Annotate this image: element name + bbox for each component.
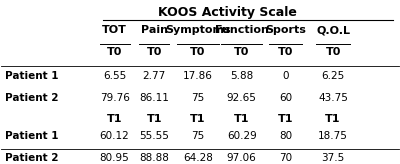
Text: 75: 75 [191, 93, 205, 103]
Text: 79.76: 79.76 [100, 93, 130, 103]
Text: T1: T1 [146, 114, 162, 124]
Text: 70: 70 [279, 153, 292, 163]
Text: Function: Function [215, 25, 269, 35]
Text: 6.55: 6.55 [103, 71, 126, 81]
Text: T0: T0 [147, 47, 162, 57]
Text: 97.06: 97.06 [227, 153, 256, 163]
Text: Sports: Sports [265, 25, 306, 35]
Text: 55.55: 55.55 [139, 132, 169, 142]
Text: 0: 0 [282, 71, 289, 81]
Text: 43.75: 43.75 [318, 93, 348, 103]
Text: Patient 2: Patient 2 [5, 93, 59, 103]
Text: 37.5: 37.5 [322, 153, 345, 163]
Text: 75: 75 [191, 132, 205, 142]
Text: T0: T0 [234, 47, 249, 57]
Text: 2.77: 2.77 [143, 71, 166, 81]
Text: T0: T0 [107, 47, 122, 57]
Text: 80.95: 80.95 [100, 153, 130, 163]
Text: Patient 1: Patient 1 [5, 132, 59, 142]
Text: TOT: TOT [102, 25, 127, 35]
Text: 64.28: 64.28 [183, 153, 213, 163]
Text: 18.75: 18.75 [318, 132, 348, 142]
Text: 17.86: 17.86 [183, 71, 213, 81]
Text: 92.65: 92.65 [227, 93, 257, 103]
Text: Q.O.L: Q.O.L [316, 25, 350, 35]
Text: T0: T0 [278, 47, 293, 57]
Text: T1: T1 [190, 114, 206, 124]
Text: T1: T1 [234, 114, 250, 124]
Text: 60.12: 60.12 [100, 132, 130, 142]
Text: 60: 60 [279, 93, 292, 103]
Text: 60.29: 60.29 [227, 132, 256, 142]
Text: 80: 80 [279, 132, 292, 142]
Text: Patient 1: Patient 1 [5, 71, 59, 81]
Text: T0: T0 [325, 47, 341, 57]
Text: T1: T1 [325, 114, 341, 124]
Text: Patient 2: Patient 2 [5, 153, 59, 163]
Text: 6.25: 6.25 [322, 71, 345, 81]
Text: 86.11: 86.11 [139, 93, 169, 103]
Text: T1: T1 [107, 114, 122, 124]
Text: Symptoms: Symptoms [165, 25, 231, 35]
Text: KOOS Activity Scale: KOOS Activity Scale [158, 6, 297, 19]
Text: T1: T1 [278, 114, 293, 124]
Text: 88.88: 88.88 [139, 153, 169, 163]
Text: 5.88: 5.88 [230, 71, 253, 81]
Text: Pain: Pain [141, 25, 168, 35]
Text: T0: T0 [190, 47, 206, 57]
